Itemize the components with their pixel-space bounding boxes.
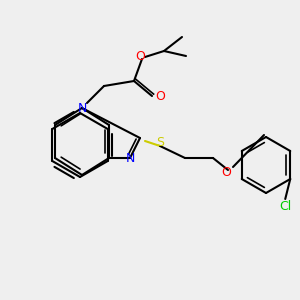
Text: O: O [221, 167, 231, 179]
Text: O: O [155, 89, 165, 103]
Text: N: N [77, 101, 87, 115]
Text: S: S [156, 136, 164, 149]
Text: Cl: Cl [279, 200, 291, 214]
Text: O: O [135, 50, 145, 64]
Text: N: N [125, 152, 135, 164]
